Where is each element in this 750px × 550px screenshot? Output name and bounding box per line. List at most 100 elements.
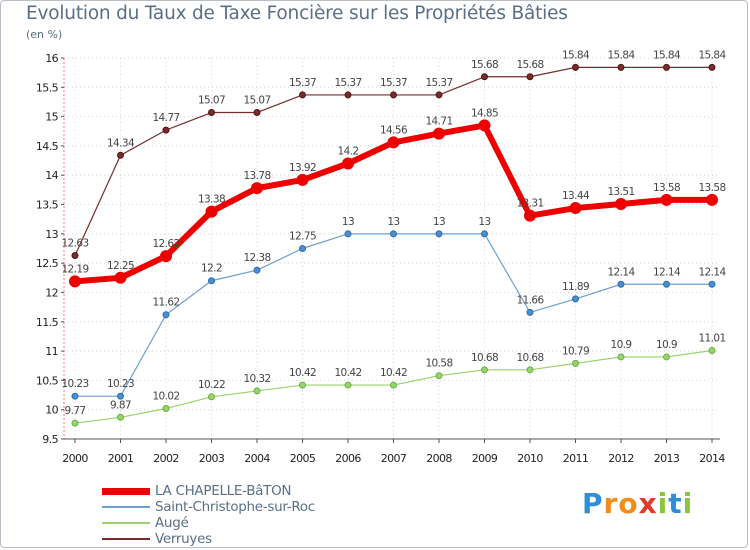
data-label: 10.42 <box>334 367 361 379</box>
y-tick-label: 13 <box>45 228 58 241</box>
data-label: 14.85 <box>471 107 498 119</box>
data-label: 13 <box>478 216 490 228</box>
data-label: 15.37 <box>334 77 361 89</box>
x-tick-label: 2009 <box>472 452 498 465</box>
data-point <box>481 366 488 374</box>
data-label: 13 <box>387 216 399 228</box>
data-point <box>162 311 170 319</box>
y-tick-label: 12 <box>45 286 58 299</box>
data-label: 12.2 <box>201 263 222 275</box>
data-point <box>524 209 536 222</box>
data-point <box>71 392 79 400</box>
x-tick-label: 2003 <box>199 452 225 465</box>
data-label: 15.84 <box>698 49 726 61</box>
data-point <box>253 109 261 117</box>
y-tick-label: 15.5 <box>36 81 59 94</box>
chart-plot: 9.5 10 10.5 11 11.5 12 12.5 13 13.5 14 14.5 15 15.5 1… <box>36 49 727 465</box>
data-label: 13.51 <box>607 186 634 198</box>
data-label: 14.71 <box>425 116 452 128</box>
data-label: 11.01 <box>698 332 725 344</box>
data-label: 12.14 <box>698 266 726 278</box>
y-tick-label: 10 <box>45 404 58 417</box>
data-label: 15.84 <box>562 49 590 61</box>
data-point <box>572 295 579 303</box>
x-tick-label: 2000 <box>62 452 88 465</box>
data-label: 9.87 <box>110 399 131 411</box>
data-label: 15.37 <box>425 77 452 89</box>
data-label: 15.07 <box>243 95 270 107</box>
legend-label: Verruyes <box>155 531 212 547</box>
data-label: 12.19 <box>61 263 88 275</box>
data-label: 13 <box>433 216 445 228</box>
data-point <box>390 381 397 389</box>
data-label: 13 <box>342 216 354 228</box>
data-point <box>162 405 170 413</box>
data-point <box>617 353 625 361</box>
data-point <box>663 353 670 361</box>
data-label: 9.77 <box>65 405 86 417</box>
data-label: 10.68 <box>516 352 543 364</box>
legend-swatch <box>102 538 150 540</box>
legend-label: Saint-Christophe-sur-Roc <box>155 499 315 515</box>
data-point <box>481 230 488 238</box>
data-label: 14.2 <box>338 146 359 158</box>
data-label: 13.58 <box>698 182 725 194</box>
data-label: 15.68 <box>471 59 498 71</box>
y-tick-label: 10.5 <box>36 374 59 387</box>
data-point <box>342 157 354 170</box>
proxiti-logo: Proxiti <box>582 487 693 520</box>
x-tick-label: 2002 <box>153 452 179 465</box>
data-point <box>71 252 79 260</box>
data-label: 12.62 <box>152 238 179 250</box>
data-point <box>435 91 443 99</box>
y-tick-label: 14 <box>45 169 58 182</box>
data-point <box>253 266 261 274</box>
y-tick-label: 11 <box>45 345 58 358</box>
data-label: 10.22 <box>198 379 225 391</box>
x-tick-label: 2013 <box>654 452 680 465</box>
legend-swatch <box>102 522 150 524</box>
data-point <box>117 151 124 159</box>
x-tick-label: 2006 <box>335 452 361 465</box>
y-tick-label: 9.5 <box>42 433 58 446</box>
data-point <box>344 381 352 389</box>
data-label: 10.79 <box>562 345 589 357</box>
x-tick-label: 2005 <box>290 452 316 465</box>
x-tick-label: 2011 <box>563 452 589 465</box>
data-label: 15.68 <box>516 59 543 71</box>
data-label: 10.9 <box>611 339 632 351</box>
data-label: 13.92 <box>289 162 316 174</box>
y-tick-label: 11.5 <box>36 316 59 329</box>
data-label: 11.66 <box>516 294 544 306</box>
data-label: 10.02 <box>152 391 179 403</box>
data-point <box>208 277 215 285</box>
data-point <box>344 91 352 99</box>
data-point <box>299 381 306 389</box>
logo-letter: i <box>682 487 694 520</box>
data-label: 11.62 <box>152 297 179 309</box>
data-label: 10.23 <box>107 378 134 390</box>
data-point <box>253 387 261 395</box>
data-point <box>71 419 79 427</box>
data-point <box>663 280 670 288</box>
logo-letter: P <box>582 487 604 520</box>
data-label: 13.38 <box>198 194 225 206</box>
data-label: 13.58 <box>653 182 680 194</box>
x-tick-label: 2004 <box>244 452 270 465</box>
data-label: 13.44 <box>562 190 590 202</box>
data-point <box>162 126 170 134</box>
data-point <box>117 392 124 400</box>
y-tick-label: 12.5 <box>36 257 59 270</box>
data-point <box>526 366 534 374</box>
data-point <box>251 182 263 195</box>
data-label: 10.68 <box>471 352 498 364</box>
x-tick-label: 2008 <box>426 452 452 465</box>
x-tick-label: 2001 <box>108 452 134 465</box>
data-point <box>387 136 400 149</box>
data-point <box>706 193 718 206</box>
legend-label: Augé <box>155 515 189 531</box>
logo-letter: t <box>668 487 683 520</box>
data-label: 12.25 <box>107 260 134 272</box>
data-point <box>660 193 673 206</box>
x-tick-label: 2010 <box>517 452 543 465</box>
